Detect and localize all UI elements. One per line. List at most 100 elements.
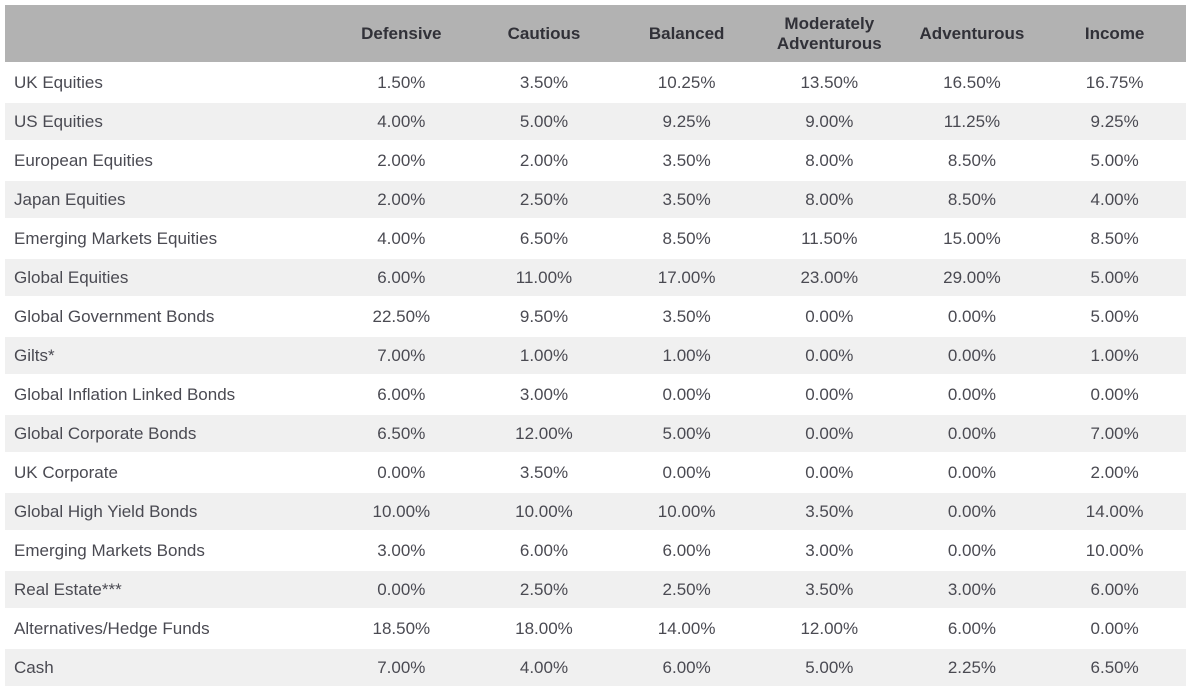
cell-value: 6.00% bbox=[330, 258, 473, 298]
cell-value: 7.00% bbox=[1043, 414, 1186, 454]
row-label: Japan Equities bbox=[5, 180, 330, 220]
cell-value: 3.50% bbox=[615, 141, 758, 181]
cell-value: 18.00% bbox=[472, 609, 616, 649]
cell-value: 3.50% bbox=[472, 453, 616, 493]
column-header-adventurous: Adventurous bbox=[900, 5, 1044, 64]
cell-value: 7.00% bbox=[330, 336, 473, 376]
cell-value: 6.00% bbox=[615, 531, 758, 571]
cell-value: 18.50% bbox=[330, 609, 473, 649]
cell-value: 6.00% bbox=[472, 531, 616, 571]
cell-value: 4.00% bbox=[472, 648, 616, 688]
cell-value: 8.50% bbox=[615, 219, 758, 259]
cell-value: 9.25% bbox=[615, 102, 758, 142]
cell-value: 5.00% bbox=[1043, 258, 1186, 298]
cell-value: 5.00% bbox=[472, 102, 616, 142]
cell-value: 0.00% bbox=[900, 414, 1044, 454]
cell-value: 1.50% bbox=[330, 63, 473, 103]
row-label: Global Equities bbox=[5, 258, 330, 298]
table-row-cash: Cash 7.00% 4.00% 6.00% 5.00% 2.25% 6.50% bbox=[5, 648, 1186, 688]
cell-value: 9.00% bbox=[757, 102, 901, 142]
column-header-cautious: Cautious bbox=[472, 5, 616, 64]
cell-value: 1.00% bbox=[472, 336, 616, 376]
cell-value: 3.50% bbox=[472, 63, 616, 103]
cell-value: 3.50% bbox=[757, 492, 901, 532]
cell-value: 10.25% bbox=[615, 63, 758, 103]
row-label: Emerging Markets Equities bbox=[5, 219, 330, 259]
row-label: Global Corporate Bonds bbox=[5, 414, 330, 454]
cell-value: 4.00% bbox=[1043, 180, 1186, 220]
header-corner-cell bbox=[5, 5, 330, 64]
cell-value: 29.00% bbox=[900, 258, 1044, 298]
row-label: US Equities bbox=[5, 102, 330, 142]
cell-value: 12.00% bbox=[757, 609, 901, 649]
cell-value: 2.00% bbox=[1043, 453, 1186, 493]
cell-value: 0.00% bbox=[615, 453, 758, 493]
table-header: Defensive Cautious Balanced Moderately Adve… bbox=[5, 5, 1186, 64]
table-row-emerging-markets-equities: Emerging Markets Equities 4.00% 6.50% 8.50%… bbox=[5, 219, 1186, 259]
cell-value: 0.00% bbox=[1043, 375, 1186, 415]
cell-value: 6.00% bbox=[615, 648, 758, 688]
cell-value: 0.00% bbox=[615, 375, 758, 415]
row-label: Alternatives/Hedge Funds bbox=[5, 609, 330, 649]
cell-value: 0.00% bbox=[900, 297, 1044, 337]
column-header-moderately-adventurous: Moderately Adventurous bbox=[757, 5, 901, 64]
cell-value: 7.00% bbox=[330, 648, 473, 688]
cell-value: 0.00% bbox=[330, 570, 473, 610]
cell-value: 6.00% bbox=[900, 609, 1044, 649]
row-label: Cash bbox=[5, 648, 330, 688]
cell-value: 0.00% bbox=[900, 531, 1044, 571]
cell-value: 6.00% bbox=[1043, 570, 1186, 610]
cell-value: 0.00% bbox=[900, 375, 1044, 415]
column-header-income: Income bbox=[1043, 5, 1186, 64]
cell-value: 6.50% bbox=[1043, 648, 1186, 688]
cell-value: 5.00% bbox=[1043, 297, 1186, 337]
cell-value: 0.00% bbox=[757, 336, 901, 376]
cell-value: 2.00% bbox=[472, 141, 616, 181]
cell-value: 13.50% bbox=[757, 63, 901, 103]
table-row-global-corporate-bonds: Global Corporate Bonds 6.50% 12.00% 5.00% 0.… bbox=[5, 414, 1186, 454]
table-row-uk-corporate: UK Corporate 0.00% 3.50% 0.00% 0.00% 0.00% 2.0… bbox=[5, 453, 1186, 493]
cell-value: 8.50% bbox=[900, 141, 1044, 181]
table-row-real-estate: Real Estate*** 0.00% 2.50% 2.50% 3.50% 3.00% 6… bbox=[5, 570, 1186, 610]
cell-value: 6.50% bbox=[330, 414, 473, 454]
cell-value: 10.00% bbox=[615, 492, 758, 532]
cell-value: 5.00% bbox=[757, 648, 901, 688]
cell-value: 8.50% bbox=[900, 180, 1044, 220]
row-label: Global Government Bonds bbox=[5, 297, 330, 337]
cell-value: 9.50% bbox=[472, 297, 616, 337]
row-label: European Equities bbox=[5, 141, 330, 181]
cell-value: 11.50% bbox=[757, 219, 901, 259]
cell-value: 3.50% bbox=[757, 570, 901, 610]
header-row: Defensive Cautious Balanced Moderately Adve… bbox=[5, 5, 1186, 64]
cell-value: 6.00% bbox=[330, 375, 473, 415]
cell-value: 2.00% bbox=[330, 180, 473, 220]
column-header-balanced: Balanced bbox=[615, 5, 758, 64]
table-row-gilts: Gilts* 7.00% 1.00% 1.00% 0.00% 0.00% 1.00% bbox=[5, 336, 1186, 376]
cell-value: 1.00% bbox=[1043, 336, 1186, 376]
cell-value: 15.00% bbox=[900, 219, 1044, 259]
table-row-emerging-markets-bonds: Emerging Markets Bonds 3.00% 6.00% 6.00% 3.0… bbox=[5, 531, 1186, 571]
cell-value: 4.00% bbox=[330, 102, 473, 142]
cell-value: 11.00% bbox=[472, 258, 616, 298]
cell-value: 0.00% bbox=[757, 375, 901, 415]
table-row-japan-equities: Japan Equities 2.00% 2.50% 3.50% 8.00% 8.50% 4… bbox=[5, 180, 1186, 220]
asset-allocation-table: Defensive Cautious Balanced Moderately Adve… bbox=[5, 5, 1186, 688]
cell-value: 2.50% bbox=[472, 570, 616, 610]
row-label: Global High Yield Bonds bbox=[5, 492, 330, 532]
cell-value: 14.00% bbox=[615, 609, 758, 649]
cell-value: 0.00% bbox=[757, 453, 901, 493]
table-row-global-government-bonds: Global Government Bonds 22.50% 9.50% 3.50% 0… bbox=[5, 297, 1186, 337]
cell-value: 11.25% bbox=[900, 102, 1044, 142]
cell-value: 0.00% bbox=[1043, 609, 1186, 649]
cell-value: 3.50% bbox=[615, 297, 758, 337]
cell-value: 12.00% bbox=[472, 414, 616, 454]
cell-value: 8.00% bbox=[757, 180, 901, 220]
cell-value: 5.00% bbox=[1043, 141, 1186, 181]
cell-value: 8.50% bbox=[1043, 219, 1186, 259]
cell-value: 3.50% bbox=[615, 180, 758, 220]
cell-value: 9.25% bbox=[1043, 102, 1186, 142]
cell-value: 17.00% bbox=[615, 258, 758, 298]
cell-value: 10.00% bbox=[472, 492, 616, 532]
cell-value: 2.50% bbox=[615, 570, 758, 610]
